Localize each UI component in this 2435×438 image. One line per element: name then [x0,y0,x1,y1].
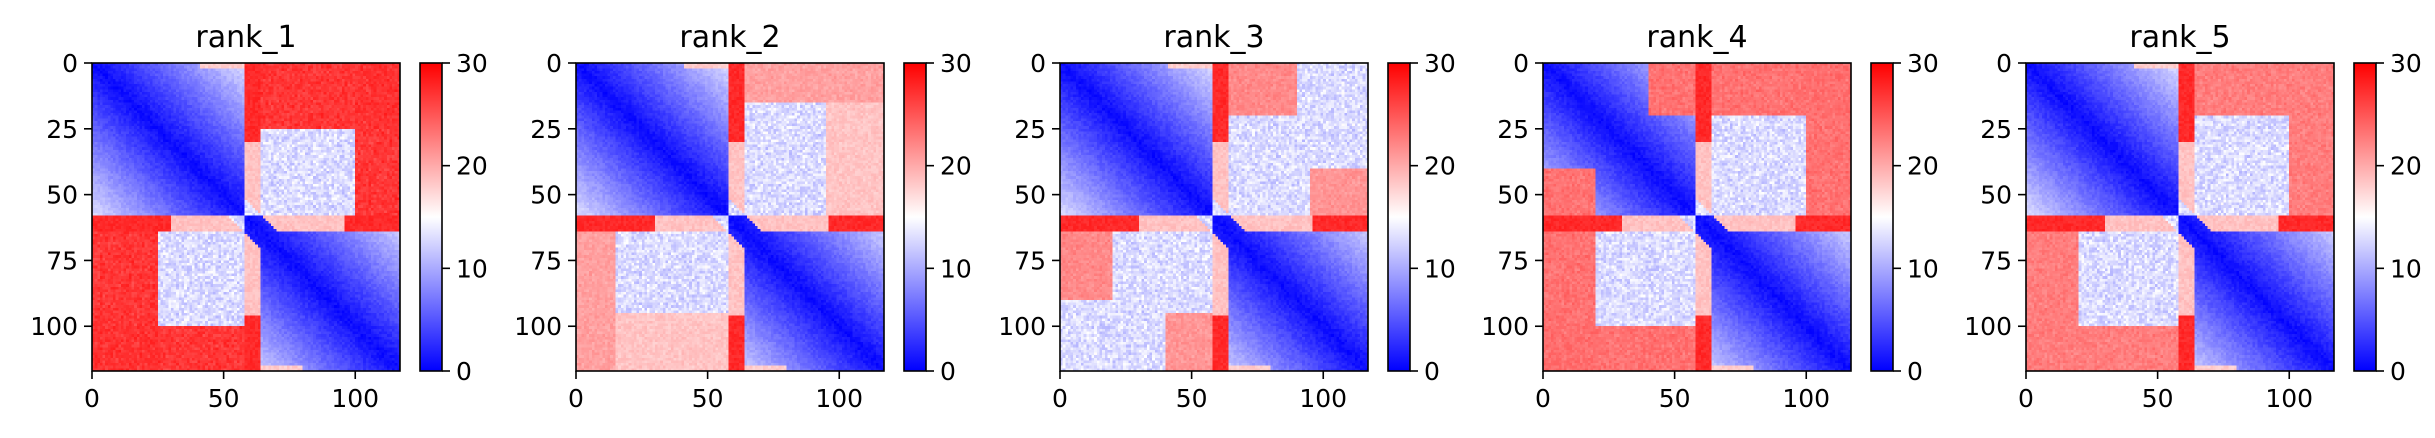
x-tick-label: 0 [84,384,100,413]
colorbar-tick-label: 0 [1424,357,1440,386]
y-tick-label: 50 [1497,181,1529,210]
y-tick-label: 75 [1980,246,2012,275]
x-tick-label: 50 [2142,384,2174,413]
axes-frame [91,62,401,372]
y-tick-label: 75 [46,246,78,275]
colorbar-tick-label: 10 [456,254,488,283]
y-tick-label: 25 [1014,115,1046,144]
x-tick-label: 100 [1782,384,1830,413]
colorbar [904,63,926,371]
axes-frame [575,62,885,372]
y-tick-label: 100 [1481,312,1529,341]
x-tick-label: 0 [1535,384,1551,413]
x-tick-label: 50 [692,384,724,413]
x-tick-label: 0 [2018,384,2034,413]
colorbar-tick-label: 20 [1424,152,1456,181]
panel-title: rank_4 [1646,20,1747,55]
y-tick-label: 50 [46,181,78,210]
colorbar-frame [903,62,927,372]
axes-frame [1059,62,1369,372]
colorbar-tick-label: 30 [456,49,488,78]
y-tick-label: 100 [998,312,1046,341]
colorbar-tick-label: 30 [1424,49,1456,78]
colorbar-frame [2353,62,2377,372]
colorbar [2354,63,2376,371]
panel-title: rank_2 [679,20,780,55]
colorbar [1388,63,1410,371]
panel-title: rank_3 [1163,20,1264,55]
colorbar [1871,63,1893,371]
y-tick-label: 50 [530,181,562,210]
y-tick-label: 0 [1996,49,2012,78]
colorbar-tick-label: 0 [456,357,472,386]
y-tick-label: 50 [1980,181,2012,210]
y-tick-label: 0 [546,49,562,78]
colorbar-tick-label: 30 [940,49,972,78]
colorbar-tick-label: 20 [2390,152,2422,181]
colorbar-frame [1870,62,1894,372]
x-tick-label: 50 [1176,384,1208,413]
colorbar-frame [419,62,443,372]
y-tick-label: 100 [1964,312,2012,341]
x-tick-label: 100 [331,384,379,413]
heatmap-image [2026,63,2334,371]
heatmap-image [1060,63,1368,371]
axes-frame [1542,62,1852,372]
heatmap-panel-5: rank_5 0 50 100 0 25 50 75 100 0 10 20 30 [1964,20,2422,413]
y-tick-label: 0 [62,49,78,78]
colorbar-tick-label: 10 [1907,254,1939,283]
y-tick-label: 0 [1030,49,1046,78]
y-tick-label: 75 [1014,246,1046,275]
colorbar-tick-label: 30 [2390,49,2422,78]
y-tick-label: 50 [1014,181,1046,210]
heatmap-panel-2: rank_2 0 50 100 0 25 50 75 100 0 10 20 30 [514,20,972,413]
colorbar-tick-label: 10 [2390,254,2422,283]
x-tick-label: 100 [2265,384,2313,413]
y-tick-label: 25 [1980,115,2012,144]
heatmap-image [1543,63,1851,371]
y-tick-label: 100 [514,312,562,341]
panel-title: rank_5 [2129,20,2230,55]
axes-frame [2025,62,2335,372]
colorbar-tick-label: 0 [2390,357,2406,386]
y-tick-label: 25 [46,115,78,144]
colorbar-tick-label: 10 [940,254,972,283]
x-tick-label: 0 [568,384,584,413]
x-tick-label: 0 [1052,384,1068,413]
y-tick-label: 0 [1513,49,1529,78]
panel-title: rank_1 [195,20,296,55]
colorbar-frame [1387,62,1411,372]
y-tick-label: 75 [530,246,562,275]
heatmap-image [576,63,884,371]
colorbar-tick-label: 20 [456,152,488,181]
y-tick-label: 100 [30,312,78,341]
x-tick-label: 50 [208,384,240,413]
y-tick-label: 25 [1497,115,1529,144]
x-tick-label: 50 [1659,384,1691,413]
colorbar-tick-label: 10 [1424,254,1456,283]
heatmap-panel-1: rank_1 0 50 100 0 25 50 75 100 0 10 20 30 [30,20,488,413]
heatmap-image [92,63,400,371]
colorbar-tick-label: 0 [1907,357,1923,386]
x-tick-label: 100 [1299,384,1347,413]
colorbar-tick-label: 20 [940,152,972,181]
colorbar-tick-label: 20 [1907,152,1939,181]
colorbar-tick-label: 30 [1907,49,1939,78]
heatmap-panel-4: rank_4 0 50 100 0 25 50 75 100 0 10 20 30 [1481,20,1939,413]
y-tick-label: 25 [530,115,562,144]
x-tick-label: 100 [815,384,863,413]
y-tick-label: 75 [1497,246,1529,275]
heatmap-panel-3: rank_3 0 50 100 0 25 50 75 100 0 10 20 30 [998,20,1456,413]
colorbar [420,63,442,371]
colorbar-tick-label: 0 [940,357,956,386]
